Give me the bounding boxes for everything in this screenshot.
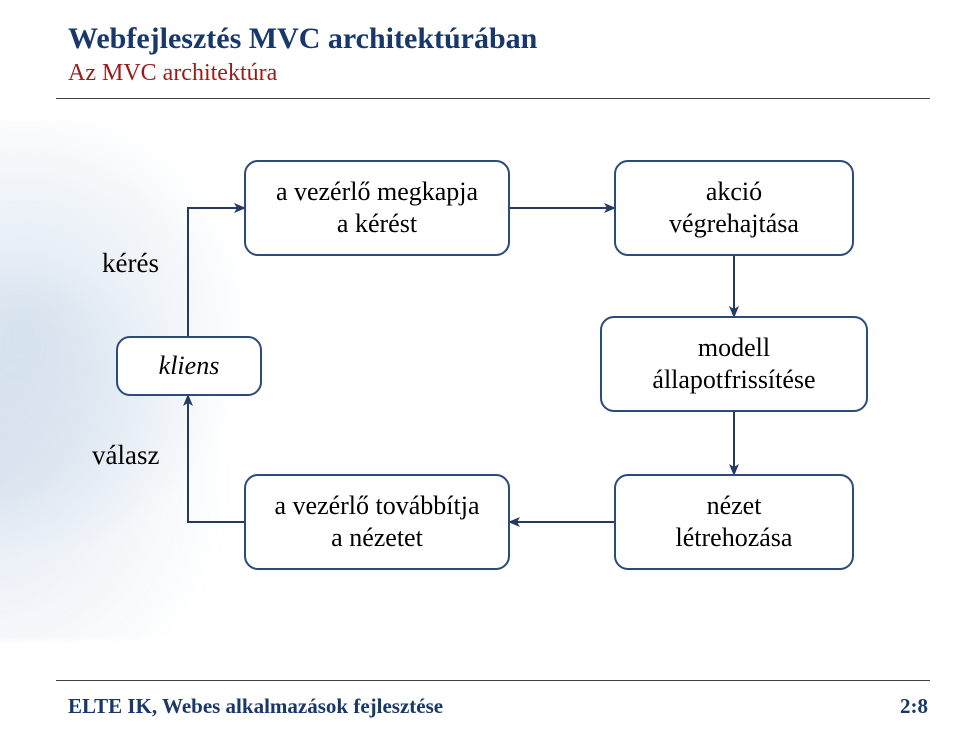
footer-right: 2:8 bbox=[900, 694, 928, 719]
flow-node-line2: végrehajtása bbox=[669, 208, 799, 241]
flow-node-line2: a nézetet bbox=[274, 522, 479, 555]
flow-node-text: akcióvégrehajtása bbox=[669, 176, 799, 241]
flow-node-line1: kliens bbox=[159, 350, 220, 383]
flow-node-text: kliens bbox=[159, 350, 220, 383]
page-title: Webfejlesztés MVC architektúrában bbox=[68, 22, 537, 56]
flow-node-line2: létrehozása bbox=[676, 522, 793, 555]
flow-node-text: nézetlétrehozása bbox=[676, 490, 793, 555]
flow-node-line1: modell bbox=[652, 332, 815, 365]
flow-node-line1: nézet bbox=[676, 490, 793, 523]
header-rule bbox=[56, 98, 930, 99]
flow-node-text: a vezérlő továbbítjaa nézetet bbox=[274, 490, 479, 555]
flow-node-line1: a vezérlő továbbítja bbox=[274, 490, 479, 523]
flow-node-model_refresh: modellállapotfrissítése bbox=[600, 316, 868, 412]
flow-label-valasz: válasz bbox=[92, 440, 159, 471]
page-subtitle: Az MVC architektúra bbox=[68, 60, 277, 87]
flow-node-controller_forwards: a vezérlő továbbítjaa nézetet bbox=[244, 474, 510, 570]
flow-node-view_create: nézetlétrehozása bbox=[614, 474, 854, 570]
footer-left: ELTE IK, Webes alkalmazások fejlesztése bbox=[68, 694, 443, 719]
flow-node-controller_receives: a vezérlő megkapjaa kérést bbox=[244, 160, 510, 256]
flow-node-line1: akció bbox=[669, 176, 799, 209]
flow-node-text: a vezérlő megkapjaa kérést bbox=[276, 176, 478, 241]
flow-node-client: kliens bbox=[116, 336, 262, 396]
flow-node-line2: állapotfrissítése bbox=[652, 364, 815, 397]
flow-node-text: modellállapotfrissítése bbox=[652, 332, 815, 397]
flow-label-keres: kérés bbox=[102, 248, 159, 279]
footer-rule bbox=[56, 680, 930, 681]
flow-node-action_exec: akcióvégrehajtása bbox=[614, 160, 854, 256]
flow-node-line2: a kérést bbox=[276, 208, 478, 241]
flow-node-line1: a vezérlő megkapja bbox=[276, 176, 478, 209]
